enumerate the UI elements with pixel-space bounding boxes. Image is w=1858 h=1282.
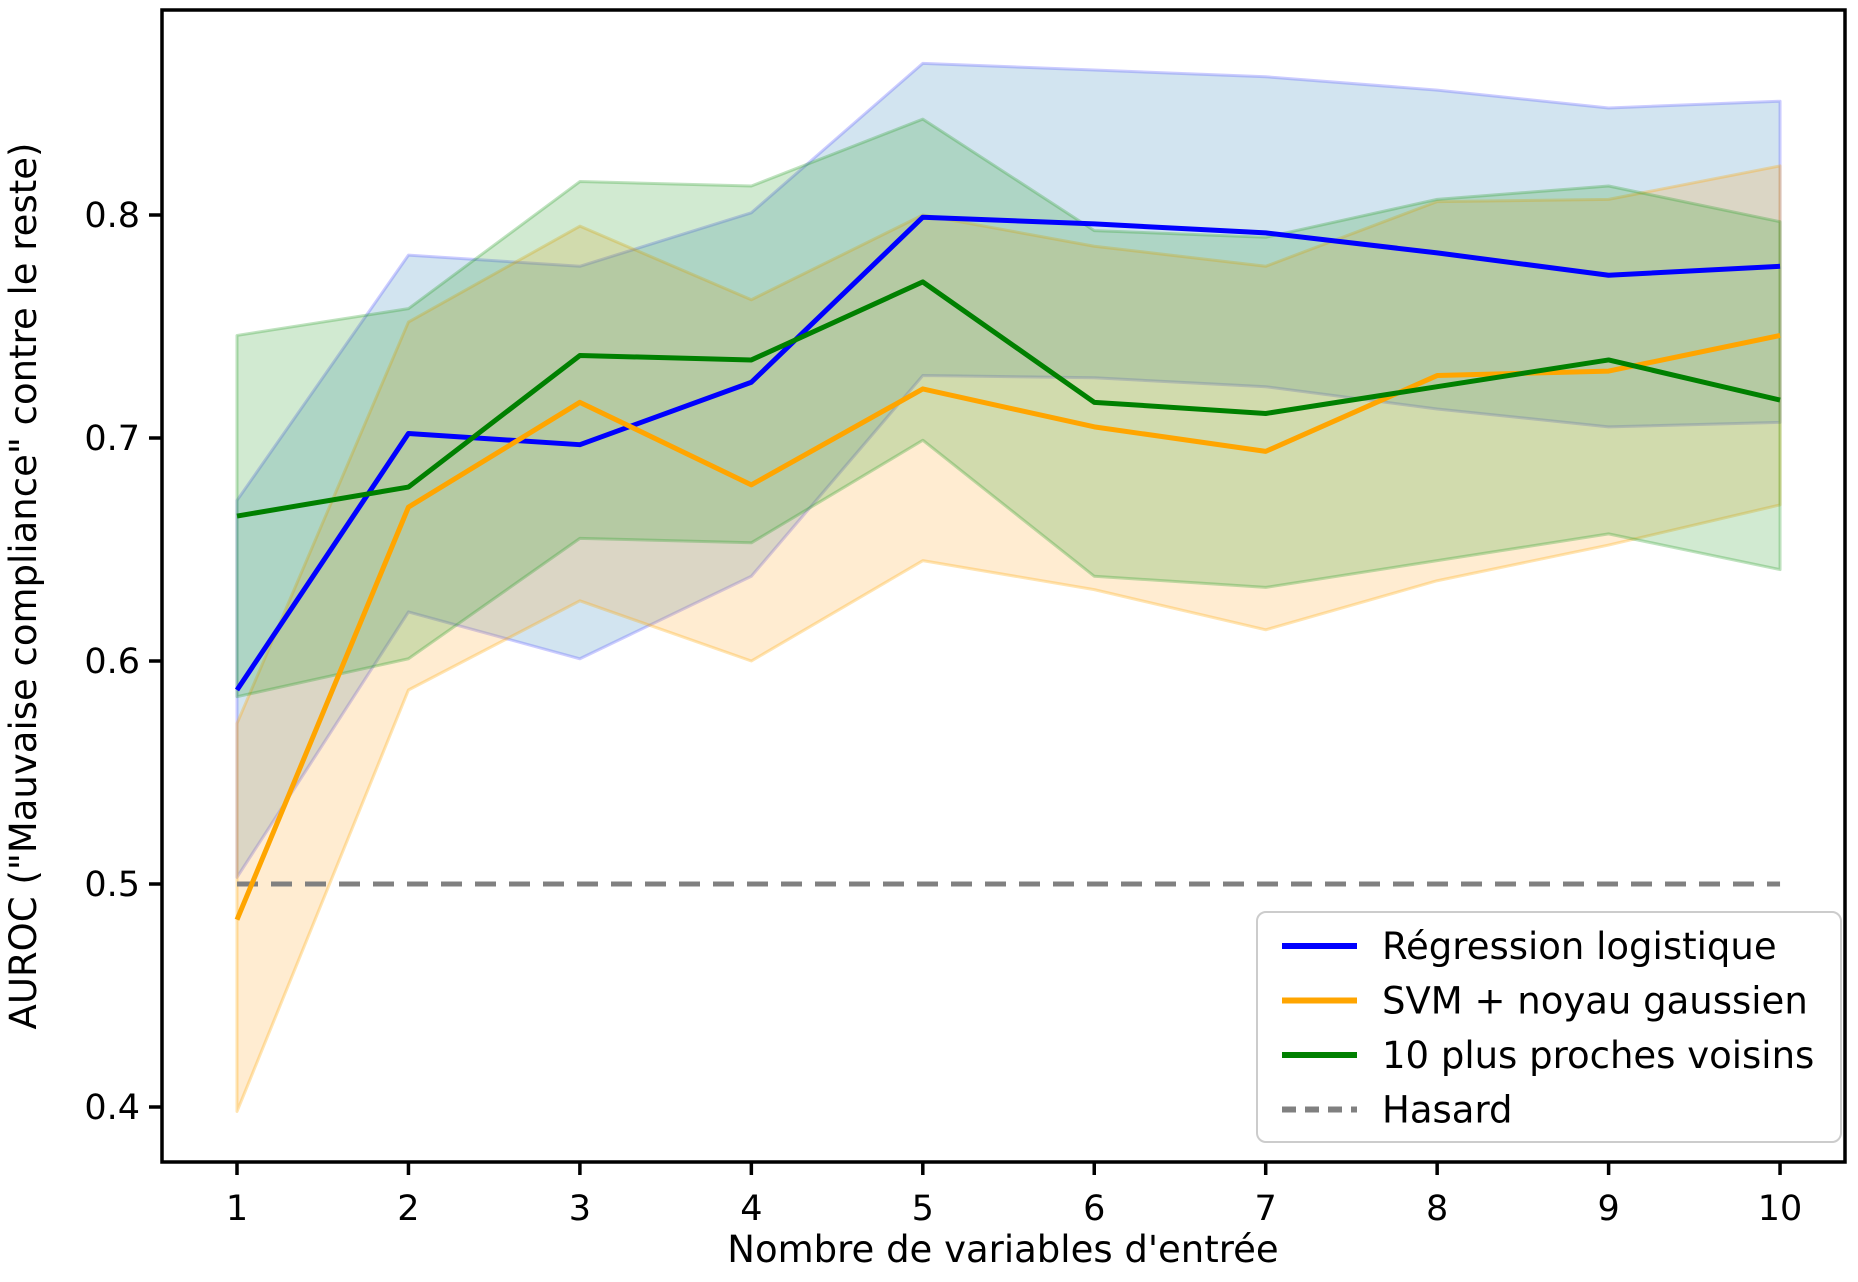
y-tick-label: 0.4 <box>84 1088 140 1128</box>
x-tick-label: 9 <box>1597 1189 1619 1229</box>
y-tick-label: 0.7 <box>84 419 140 459</box>
x-tick-label: 6 <box>1083 1189 1105 1229</box>
y-tick-label: 0.8 <box>84 196 140 236</box>
x-axis-label: Nombre de variables d'entrée <box>727 1228 1278 1271</box>
line-r-gression-logistique <box>234 214 1781 692</box>
x-tick-label: 8 <box>1426 1189 1448 1229</box>
x-tick-label: 7 <box>1255 1189 1277 1229</box>
y-tick-label: 0.6 <box>84 642 140 682</box>
plot-frame <box>160 8 1847 1164</box>
x-tick-label: 4 <box>740 1189 762 1229</box>
y-tick-label: 0.5 <box>84 865 140 905</box>
x-tick-label: 5 <box>912 1189 934 1229</box>
x-tick-label: 1 <box>226 1189 248 1229</box>
confidence-band-1 <box>235 164 1782 1113</box>
confidence-band-0 <box>235 61 1782 879</box>
line-10-plus-proches-voisins <box>236 279 1781 519</box>
axes-layer <box>160 8 1847 1164</box>
x-tick-label: 2 <box>397 1189 419 1229</box>
x-tick-label: 10 <box>1758 1189 1803 1229</box>
x-tick-label: 3 <box>569 1189 591 1229</box>
legend-label-1: SVM + noyau gaussien <box>1382 980 1808 1023</box>
legend: Régression logistique SVM + noyau gaussie… <box>1256 911 1842 1143</box>
data-lines-layer <box>234 214 1781 921</box>
legend-label-2: 10 plus proches voisins <box>1382 1034 1814 1077</box>
legend-label-0: Régression logistique <box>1382 925 1777 968</box>
ticks-layer: 1 2 3 4 5 6 7 8 9 10 0.4 0.5 0.6 0.7 0.8 <box>84 196 1802 1229</box>
legend-label-3: Hasard <box>1382 1089 1513 1132</box>
y-axis-label: AUROC ("Mauvaise compliance" contre le r… <box>2 143 45 1030</box>
legend-box <box>1256 911 1842 1143</box>
